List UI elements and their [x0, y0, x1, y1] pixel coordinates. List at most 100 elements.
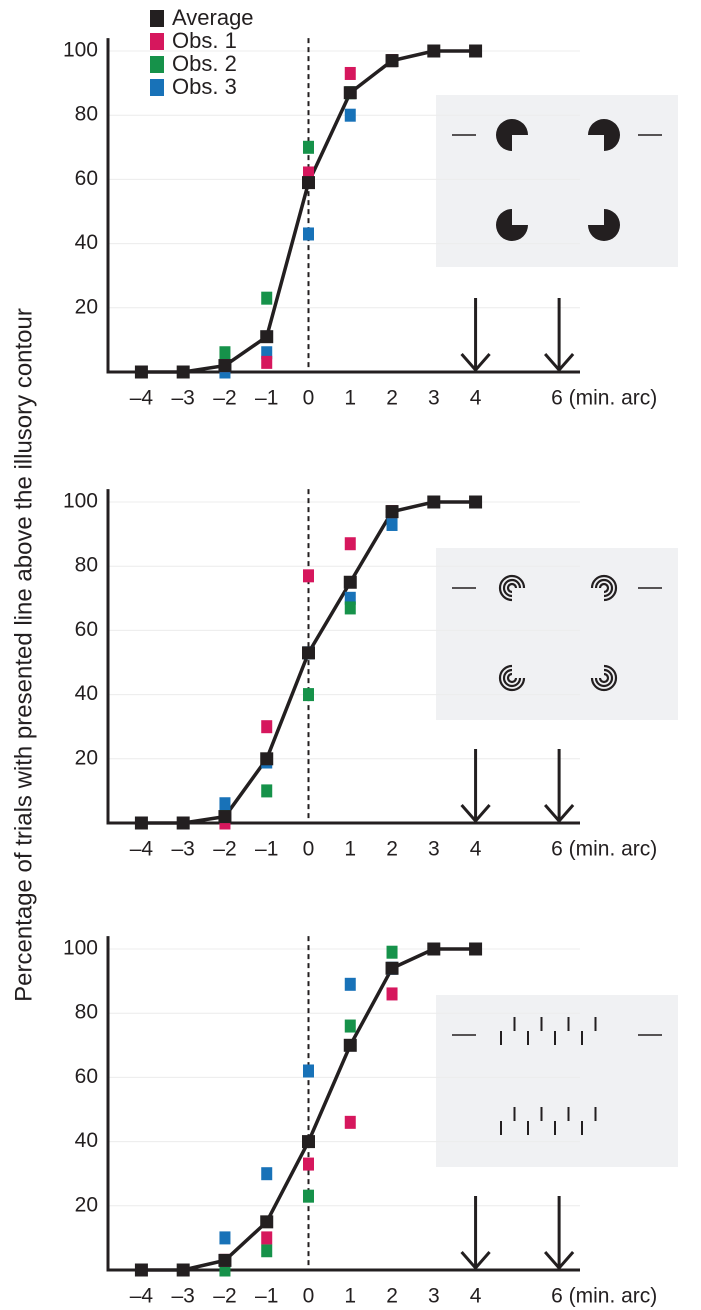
data-point	[261, 1244, 273, 1258]
y-tick-label: 20	[75, 1193, 98, 1216]
data-point	[343, 86, 357, 100]
data-point	[469, 44, 483, 58]
x-tick-label: 4	[470, 1285, 482, 1308]
data-point	[176, 816, 190, 830]
data-point	[343, 1038, 357, 1052]
y-tick-label: 100	[63, 39, 98, 62]
data-point	[469, 495, 483, 509]
x-tick-label: –4	[130, 1285, 154, 1308]
inducer-arc	[594, 668, 614, 688]
data-point	[302, 1064, 314, 1078]
data-point	[134, 1263, 148, 1277]
y-tick-label: 40	[75, 682, 98, 705]
data-point	[261, 1231, 273, 1245]
data-point	[469, 942, 483, 956]
panel: 20 40 60 80 100 –4 –3 –2 –1 0 1 2 3 4 6 (min. arc)	[63, 936, 678, 1308]
data-point	[261, 784, 273, 798]
data-point	[260, 752, 274, 766]
y-tick-label: 100	[63, 937, 98, 960]
data-point	[344, 591, 356, 605]
data-point	[344, 66, 356, 80]
arrow	[460, 1196, 491, 1271]
x-tick-label: –1	[255, 387, 278, 410]
inducer	[588, 119, 620, 151]
arrow	[460, 749, 491, 824]
data-point	[301, 1135, 315, 1149]
data-point	[343, 575, 357, 589]
x-tick-label: 6 (min. arc)	[551, 1285, 657, 1308]
arrow	[543, 749, 575, 824]
x-tick-label: –4	[130, 838, 154, 861]
legend-swatch	[150, 56, 164, 73]
x-tick-label: 2	[386, 838, 398, 861]
data-point	[301, 176, 315, 190]
y-tick-label: 20	[75, 295, 98, 318]
y-tick-label: 60	[75, 1065, 98, 1088]
x-tick-label: 1	[344, 1285, 356, 1308]
inset-panel	[436, 95, 678, 267]
x-tick-label: –3	[172, 387, 195, 410]
data-point	[386, 987, 398, 1001]
data-point	[261, 355, 273, 369]
x-tick-label: 0	[303, 387, 315, 410]
data-point	[385, 505, 399, 519]
inducer	[496, 119, 528, 151]
inducer-arc	[498, 664, 526, 692]
data-point	[219, 797, 231, 811]
data-point	[134, 816, 148, 830]
inducer-arc	[502, 578, 522, 598]
data-point	[260, 1215, 274, 1229]
data-point	[386, 945, 398, 959]
data-point	[427, 495, 441, 509]
arrow	[543, 298, 575, 373]
inducer-arc	[598, 582, 610, 594]
panel: 20 40 60 80 100 –4 –3 –2 –1 0 1 2 3 4 6 (min. arc) Aver…	[63, 5, 678, 410]
x-tick-label: –3	[172, 838, 195, 861]
x-tick-label: –3	[172, 1285, 195, 1308]
y-tick-label: 100	[63, 490, 98, 513]
inducer-arc	[590, 664, 618, 692]
legend-label: Average	[172, 5, 254, 30]
x-tick-label: 4	[470, 387, 482, 410]
data-point	[302, 140, 314, 154]
data-point	[261, 291, 273, 305]
legend-swatch	[150, 79, 164, 96]
data-point	[344, 601, 356, 615]
x-tick-label: 4	[470, 838, 482, 861]
inducer-arc	[594, 578, 614, 598]
inducer-arc	[502, 668, 522, 688]
inducer	[588, 209, 620, 241]
data-point	[427, 942, 441, 956]
data-point	[344, 1115, 356, 1129]
x-tick-label: –1	[255, 838, 278, 861]
x-tick-label: 0	[303, 1285, 315, 1308]
data-point	[218, 359, 232, 373]
y-tick-label: 40	[75, 1129, 98, 1152]
y-tick-label: 80	[75, 103, 98, 126]
data-point	[260, 330, 274, 344]
arrow	[543, 1196, 575, 1271]
y-tick-label: 80	[75, 1001, 98, 1024]
inset-panel	[436, 548, 678, 720]
y-axis-label: Percentage of trials with presented line…	[10, 308, 37, 1002]
x-tick-label: 6 (min. arc)	[551, 387, 657, 410]
inducer-arc	[498, 574, 526, 602]
panel: 20 40 60 80 100 –4 –3 –2 –1 0 1 2 3 4 6 (min. arc)	[63, 489, 678, 861]
inducer-arc	[506, 672, 518, 684]
legend-label: Obs. 3	[172, 74, 237, 99]
data-point	[344, 1019, 356, 1033]
data-point	[302, 1189, 314, 1203]
data-point	[344, 537, 356, 551]
data-point	[386, 517, 398, 531]
data-point	[301, 646, 315, 660]
y-tick-label: 80	[75, 554, 98, 577]
data-point	[302, 227, 314, 241]
x-tick-label: 1	[344, 387, 356, 410]
data-point	[344, 977, 356, 991]
x-tick-label: 2	[386, 1285, 398, 1308]
data-point	[261, 720, 273, 734]
data-point	[385, 961, 399, 975]
data-point	[427, 44, 441, 58]
legend-swatch	[150, 10, 164, 27]
inducer-arc	[590, 574, 618, 602]
